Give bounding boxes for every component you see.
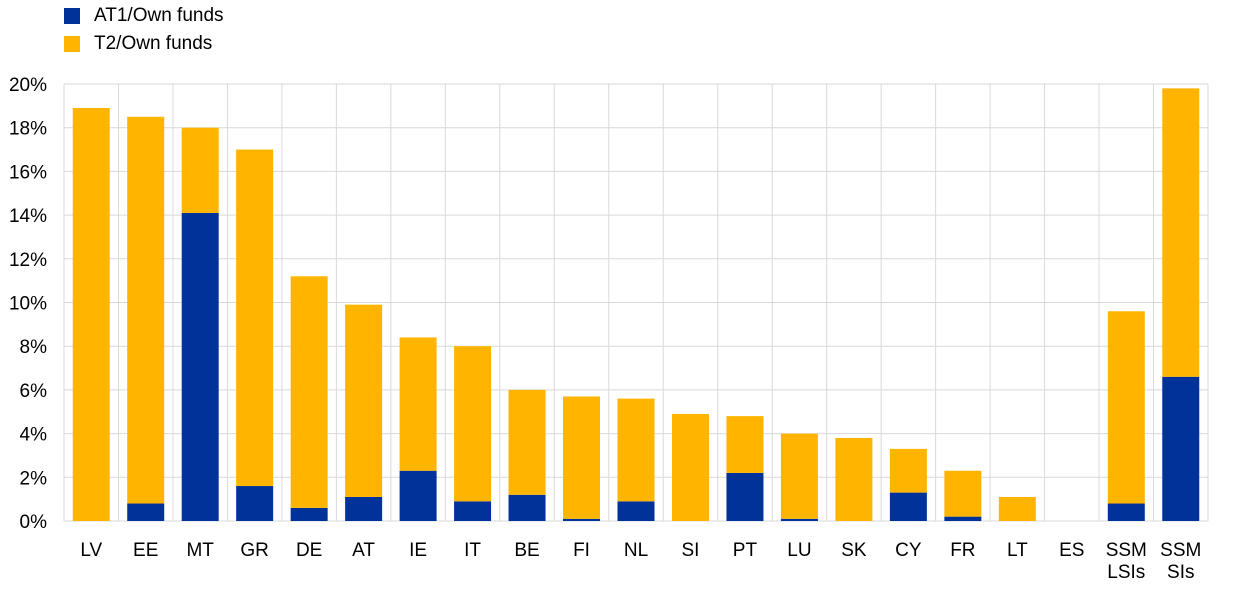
x-tick-label-line: SSM	[1106, 540, 1147, 561]
x-tick-label: BE	[514, 540, 539, 561]
x-tick-label: DE	[296, 540, 322, 561]
x-tick-label: EE	[133, 540, 158, 561]
bar-at1	[127, 503, 165, 521]
y-tick-label: 14%	[9, 206, 47, 227]
x-tick-label: GR	[240, 540, 269, 561]
bar-t2	[399, 337, 437, 471]
x-tick-label: CY	[895, 540, 922, 561]
x-tick-label: LU	[787, 540, 811, 561]
y-tick-label: 2%	[20, 468, 48, 489]
bar-at1	[617, 501, 655, 521]
bar-t2	[236, 149, 274, 487]
bar-t2	[181, 127, 219, 213]
y-tick-label: 20%	[9, 75, 47, 96]
x-tick-label: FR	[950, 540, 975, 561]
bar-t2	[508, 389, 546, 495]
legend-swatch-at1	[64, 8, 80, 24]
bar-t2	[726, 416, 764, 473]
x-tick-label: ES	[1059, 540, 1084, 561]
bar-t2	[345, 304, 383, 497]
bar-t2	[889, 448, 927, 493]
bar-t2	[780, 433, 818, 519]
x-axis-labels: LV EE MT GR DE AT IE IT BE FI NL SI PT LU SK CY FR LT ES SS…	[80, 540, 1201, 583]
y-tick-label: 6%	[20, 381, 48, 402]
y-axis-labels: 0% 2% 4% 6% 8% 10% 12% 14% 16% 18% 20%	[9, 75, 47, 533]
x-tick-label: LT	[1007, 540, 1028, 561]
y-tick-label: 0%	[20, 512, 48, 533]
x-tick-label: SI	[681, 540, 699, 561]
x-tick-label-line: SIs	[1167, 562, 1194, 583]
bar-t2	[835, 437, 873, 521]
bar-at1	[454, 501, 492, 521]
y-tick-label: 12%	[9, 250, 47, 271]
y-tick-label: 4%	[20, 425, 48, 446]
x-tick-label: IE	[409, 540, 427, 561]
legend-label-t2: T2/Own funds	[94, 33, 213, 54]
bar-at1	[399, 470, 437, 521]
bar-at1	[780, 518, 818, 521]
bar-at1	[508, 494, 546, 521]
bar-at1	[726, 472, 764, 521]
bar-at1	[345, 496, 383, 521]
x-tick-label-line: SSM	[1160, 540, 1201, 561]
y-tick-label: 18%	[9, 119, 47, 140]
bar-t2	[1162, 88, 1200, 377]
bar-at1	[889, 492, 927, 521]
x-tick-label: NL	[624, 540, 648, 561]
bar-at1	[236, 486, 274, 521]
bars	[72, 88, 1200, 522]
bar-t2	[72, 108, 110, 521]
x-tick-label: LV	[80, 540, 102, 561]
legend: AT1/Own funds T2/Own funds	[64, 2, 224, 58]
legend-label-at1: AT1/Own funds	[94, 5, 224, 26]
x-tick-label: IT	[464, 540, 481, 561]
bar-t2	[563, 396, 601, 519]
y-tick-label: 10%	[9, 294, 47, 315]
bar-t2	[454, 346, 492, 502]
bar-at1	[563, 518, 601, 521]
x-tick-label: SSM SIs	[1160, 540, 1201, 583]
x-tick-label: AT	[352, 540, 375, 561]
legend-item-at1: AT1/Own funds	[64, 2, 224, 30]
x-tick-label-line: LSIs	[1107, 562, 1145, 583]
x-tick-label: MT	[186, 540, 214, 561]
bar-t2	[617, 398, 655, 502]
bar-t2	[127, 116, 165, 504]
bar-t2	[944, 470, 982, 517]
bar-t2	[998, 496, 1036, 521]
bar-at1	[944, 516, 982, 521]
bar-at1	[290, 507, 328, 521]
x-tick-label: SK	[841, 540, 867, 561]
bar-at1	[1107, 503, 1145, 521]
x-tick-label: PT	[733, 540, 758, 561]
bar-t2	[671, 413, 709, 521]
bar-at1	[181, 212, 219, 522]
x-tick-label: FI	[573, 540, 590, 561]
x-tick-label: SSM LSIs	[1106, 540, 1147, 583]
legend-item-t2: T2/Own funds	[64, 30, 224, 58]
bar-t2	[1107, 311, 1145, 504]
y-tick-label: 8%	[20, 337, 48, 358]
bar-t2	[290, 276, 328, 508]
legend-swatch-t2	[64, 36, 80, 52]
y-tick-label: 16%	[9, 162, 47, 183]
bar-at1	[1162, 376, 1200, 521]
